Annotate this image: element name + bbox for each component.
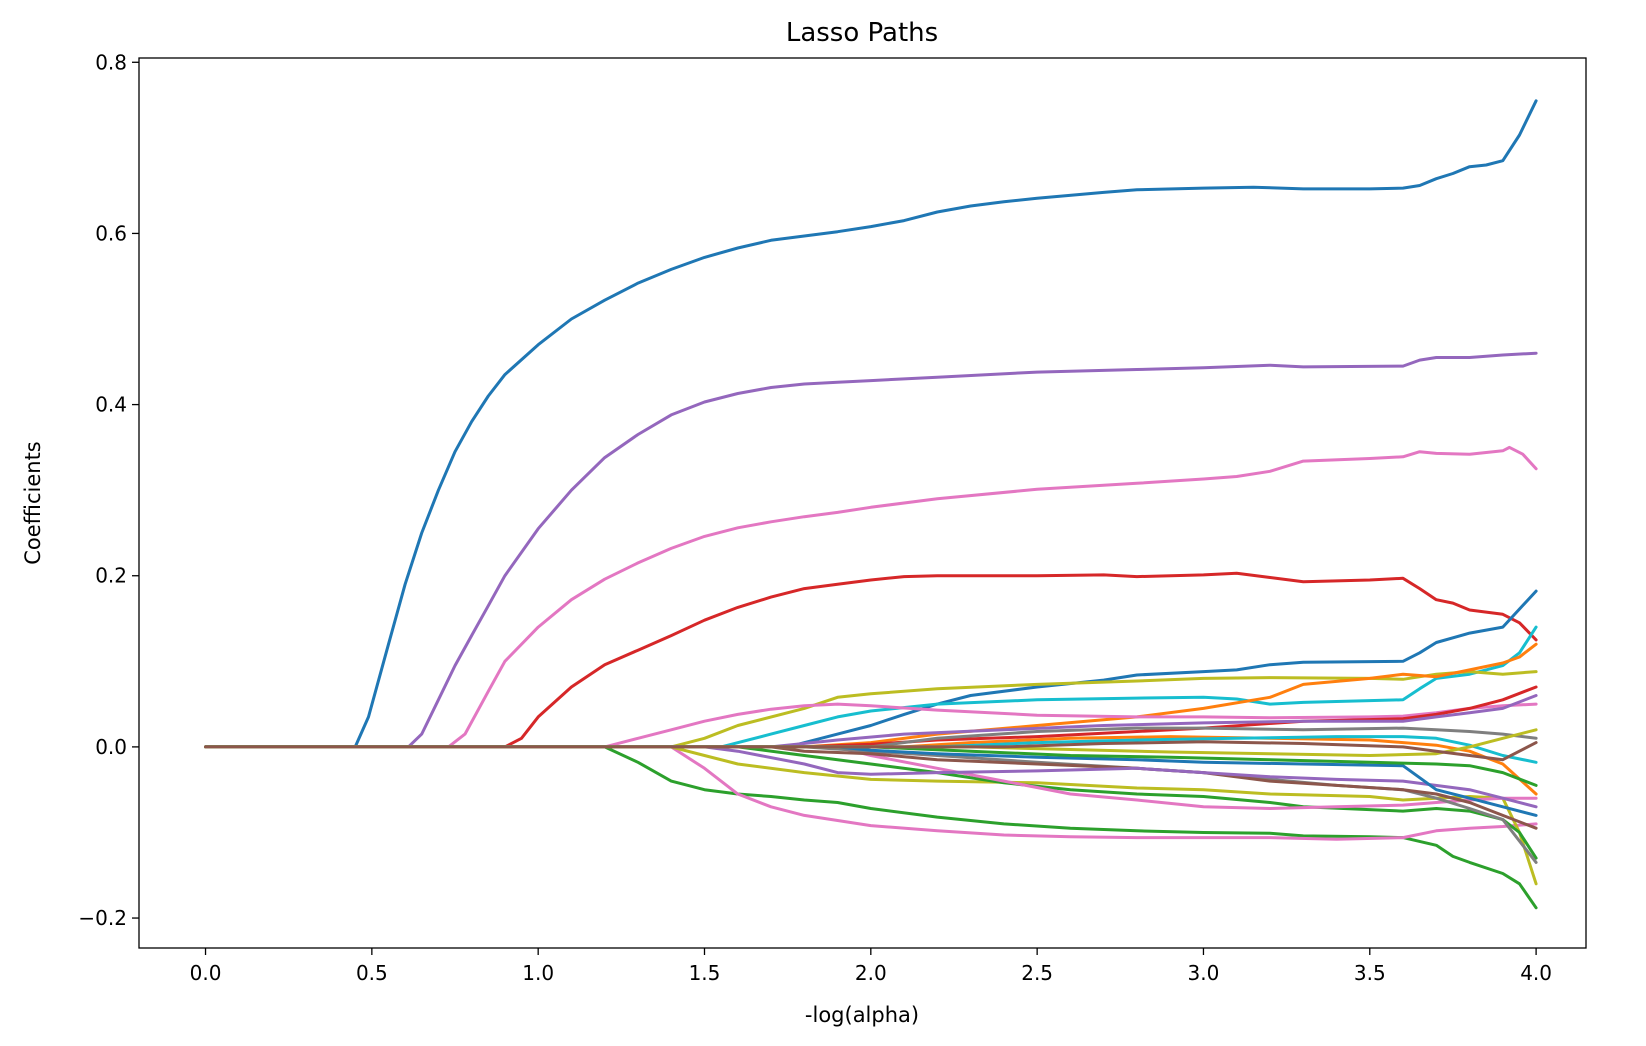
coefficient-path-6 [204, 625, 1538, 749]
series-group [204, 99, 1538, 910]
coefficient-path-4 [204, 571, 1538, 749]
y-axis-label: Coefficients [21, 441, 45, 565]
coefficient-path-17 [204, 745, 1538, 809]
coefficient-path-8 [204, 642, 1538, 749]
x-tick-label: 2.5 [1021, 961, 1053, 985]
coefficient-path-12 [204, 745, 1538, 886]
y-tick-label: 0.0 [95, 735, 127, 759]
coefficient-path-3 [204, 445, 1538, 749]
y-tick-label: 0.2 [95, 564, 127, 588]
coefficient-path-1 [204, 99, 1538, 749]
coefficient-path-26 [204, 740, 1538, 762]
y-tick-label: −0.2 [78, 906, 127, 930]
x-tick-label: 1.0 [522, 961, 554, 985]
x-tick-label: 3.5 [1354, 961, 1386, 985]
x-tick-label: 0.0 [190, 961, 222, 985]
x-tick-label: 2.0 [855, 961, 887, 985]
coefficient-path-5 [204, 589, 1538, 749]
y-tick-label: 0.4 [95, 393, 127, 417]
coefficient-path-18 [204, 745, 1538, 817]
coefficient-path-24 [204, 735, 1538, 764]
coefficient-path-2 [204, 351, 1538, 749]
coefficient-path-9 [204, 702, 1538, 749]
coefficient-path-20 [204, 694, 1538, 749]
coefficient-path-11 [204, 745, 1538, 841]
coefficient-path-7 [204, 670, 1538, 749]
x-axis-ticks: 0.0 0.5 1.0 1.5 2.0 2.5 3.0 3.5 4.0 [190, 948, 1552, 985]
x-axis-label: -log(alpha) [805, 1003, 919, 1027]
y-tick-label: 0.8 [95, 50, 127, 74]
coefficient-path-13 [204, 745, 1538, 860]
coefficient-path-21 [204, 726, 1538, 749]
x-tick-label: 0.5 [356, 961, 388, 985]
coefficient-path-10 [204, 745, 1538, 910]
coefficient-path-23 [204, 745, 1538, 787]
y-axis-ticks: −0.2 0.0 0.2 0.4 0.6 0.8 [78, 50, 139, 930]
plot-frame [138, 57, 1587, 949]
x-tick-label: 1.5 [689, 961, 721, 985]
x-tick-label: 4.0 [1520, 961, 1552, 985]
coefficient-path-25 [204, 728, 1538, 757]
y-tick-label: 0.6 [95, 221, 127, 245]
chart-title: Lasso Paths [786, 18, 938, 48]
x-tick-label: 3.0 [1188, 961, 1220, 985]
